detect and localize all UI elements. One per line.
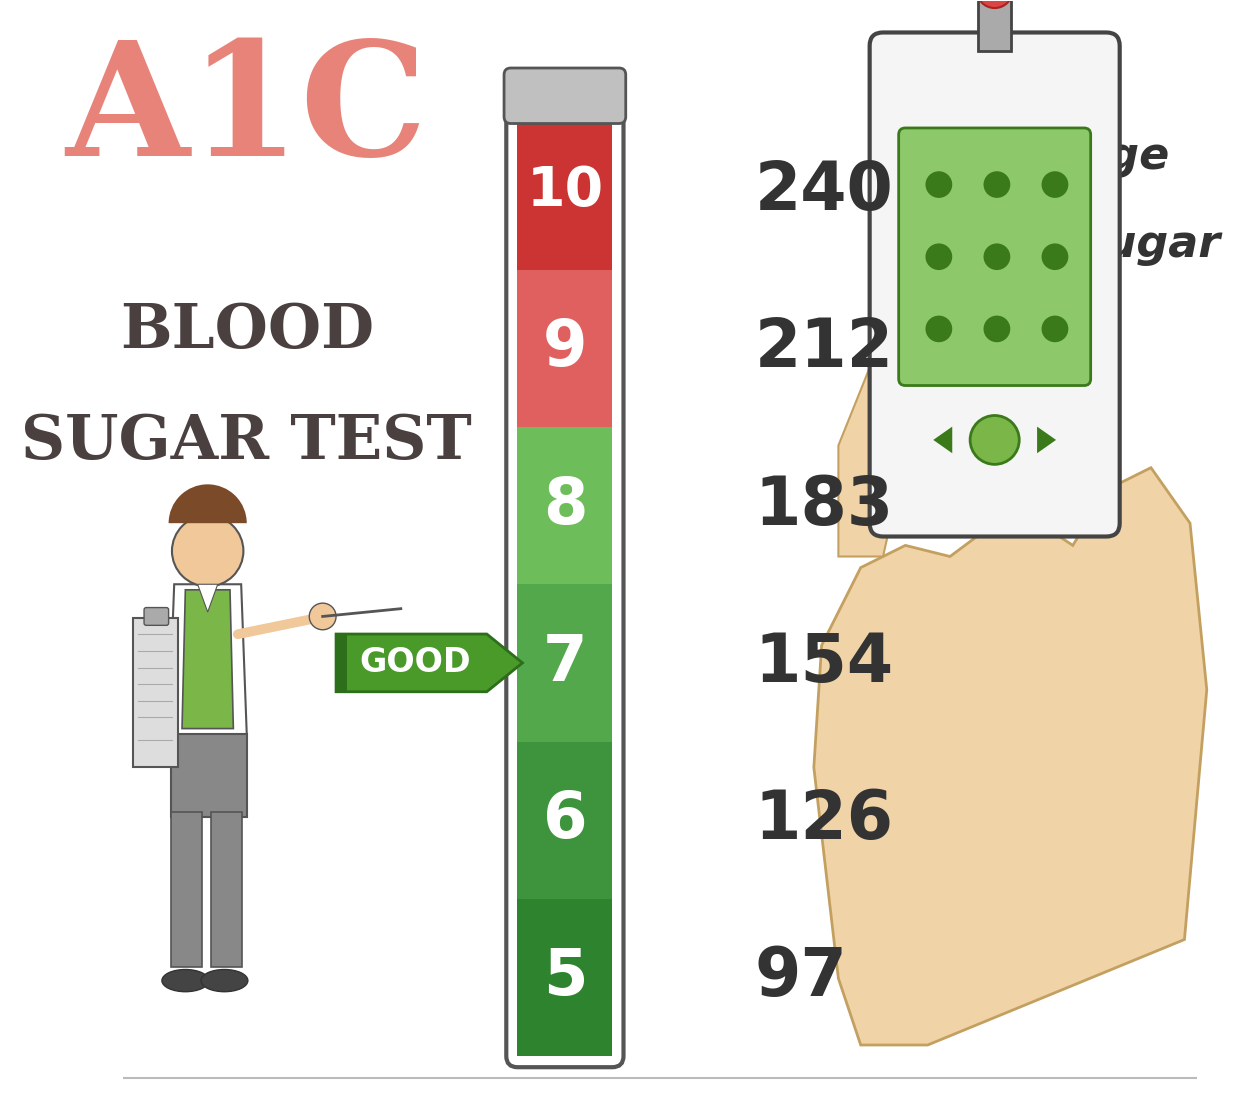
Bar	[211, 811, 242, 967]
FancyBboxPatch shape	[504, 68, 626, 124]
Circle shape	[970, 415, 1020, 464]
Text: 7: 7	[543, 632, 587, 693]
Circle shape	[309, 603, 337, 630]
Polygon shape	[933, 426, 953, 453]
Circle shape	[1042, 316, 1068, 342]
Bar	[518, 899, 612, 1056]
Ellipse shape	[201, 969, 248, 992]
Bar	[518, 427, 612, 584]
Bar	[337, 634, 348, 692]
Text: 240: 240	[755, 158, 893, 224]
Circle shape	[984, 316, 1010, 342]
Circle shape	[925, 171, 953, 198]
Bar	[171, 811, 202, 967]
Text: 8: 8	[543, 474, 587, 536]
Polygon shape	[337, 634, 523, 692]
Text: A1C: A1C	[66, 35, 428, 189]
Circle shape	[171, 515, 243, 587]
FancyBboxPatch shape	[144, 608, 169, 626]
FancyBboxPatch shape	[869, 32, 1120, 536]
Polygon shape	[133, 618, 178, 768]
Text: 183: 183	[755, 473, 894, 539]
Circle shape	[925, 244, 953, 270]
Text: 154: 154	[755, 630, 894, 696]
Bar	[197, 564, 217, 587]
Polygon shape	[183, 590, 233, 729]
Bar	[518, 269, 612, 427]
Circle shape	[1042, 244, 1068, 270]
Ellipse shape	[161, 969, 209, 992]
Bar	[977, 0, 1011, 51]
Bar	[171, 735, 247, 817]
Circle shape	[976, 0, 1012, 8]
Text: BLOOD: BLOOD	[119, 302, 374, 361]
FancyBboxPatch shape	[899, 128, 1090, 385]
Text: 9: 9	[543, 317, 587, 380]
Polygon shape	[814, 467, 1207, 1045]
Polygon shape	[197, 584, 217, 612]
Text: 10: 10	[527, 164, 604, 218]
Text: Average: Average	[965, 135, 1170, 178]
Bar	[518, 584, 612, 741]
Text: 212: 212	[755, 315, 894, 382]
Wedge shape	[169, 484, 247, 523]
Bar	[518, 112, 612, 269]
Text: 126: 126	[755, 787, 894, 854]
Bar	[518, 741, 612, 899]
Circle shape	[1042, 171, 1068, 198]
Circle shape	[984, 171, 1010, 198]
Polygon shape	[169, 584, 247, 735]
Polygon shape	[838, 334, 905, 556]
Text: 5: 5	[543, 946, 587, 1008]
Text: GOOD: GOOD	[359, 647, 471, 679]
Text: 6: 6	[543, 789, 587, 851]
Circle shape	[925, 316, 953, 342]
Circle shape	[984, 244, 1010, 270]
Text: SUGAR TEST: SUGAR TEST	[21, 412, 472, 472]
Text: Blood Sugar: Blood Sugar	[914, 224, 1220, 266]
Text: 97: 97	[755, 945, 847, 1011]
Polygon shape	[1037, 426, 1056, 453]
